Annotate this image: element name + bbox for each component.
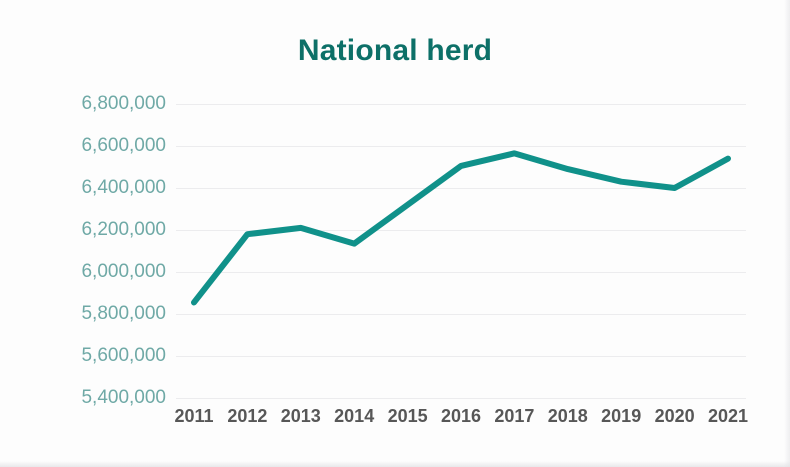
y-tick-label: 6,400,000: [81, 177, 166, 198]
y-tick-label: 5,400,000: [81, 387, 166, 408]
y-axis: 5,400,000 5,600,000 5,800,000 6,000,000 6,20…: [30, 93, 166, 408]
x-tick-label: 2019: [601, 406, 642, 426]
x-tick-label: 2018: [547, 406, 588, 426]
x-tick-label: 2020: [654, 406, 695, 426]
x-tick-label: 2021: [707, 406, 749, 426]
gridline: [176, 356, 746, 357]
y-tick-label: 6,000,000: [81, 261, 166, 282]
x-tick-label: 2016: [440, 406, 482, 426]
x-tick-label: 2014: [334, 406, 375, 426]
y-tick-label: 6,600,000: [81, 135, 166, 156]
x-tick-label: 2013: [280, 406, 321, 426]
figure-bottom-edge: [0, 461, 790, 467]
x-axis: 2011 2012 2013 2014 2015 2016 2017 2018 2019 2020…: [174, 406, 749, 432]
gridline: [176, 188, 746, 189]
plot-area: [176, 104, 746, 399]
x-tick-label: 2017: [494, 406, 535, 426]
y-tick-label: 5,600,000: [81, 345, 166, 366]
gridline: [176, 314, 746, 315]
y-tick-label: 6,200,000: [81, 219, 166, 240]
gridline: [176, 272, 746, 273]
gridline: [176, 146, 746, 147]
x-tick-label: 2015: [387, 406, 428, 426]
figure-right-edge: [784, 0, 790, 467]
x-tick-label: 2012: [227, 406, 268, 426]
series-national-herd: [191, 150, 731, 306]
y-tick-label: 6,800,000: [81, 93, 166, 114]
line-path-national-herd: [191, 150, 731, 306]
x-tick-label: 2011: [174, 406, 214, 426]
chart-title: National herd: [297, 34, 493, 67]
gridline: [176, 230, 746, 231]
y-tick-label: 5,800,000: [81, 303, 166, 324]
gridline: [176, 104, 746, 105]
gridline: [176, 398, 746, 399]
